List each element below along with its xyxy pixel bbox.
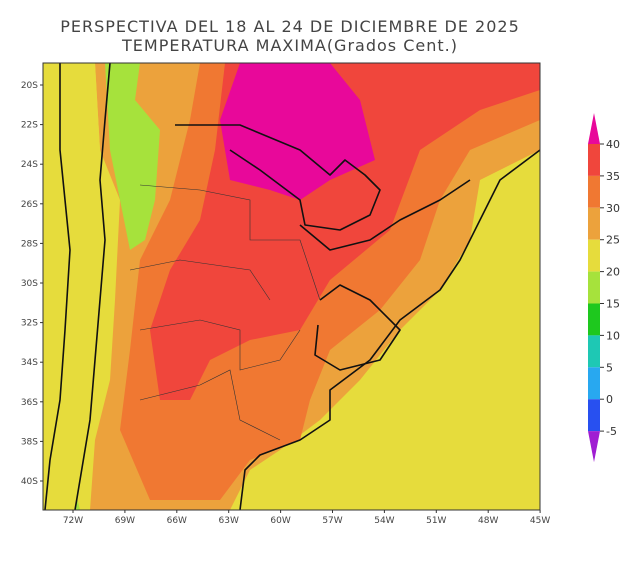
colorbar-label: 25 [606,234,620,247]
colorbar-band [588,144,600,176]
colorbar-band [588,399,600,432]
colorbar-band [588,367,600,400]
map-frame [42,62,541,511]
lon-label: 60W [270,516,290,526]
colorbar-label: 40 [606,138,620,151]
lon-label: 51W [426,516,446,526]
lon-label: 45W [530,516,550,526]
lon-label: 48W [478,516,498,526]
colorbar-band [588,271,600,304]
colorbar-band [588,239,600,272]
temperature-map [43,63,540,510]
lat-label: 32S [21,319,38,329]
lat-label: 26S [21,200,38,210]
lon-label: 57W [322,516,342,526]
lon-label: 54W [374,516,394,526]
colorbar-label: 30 [606,202,620,215]
lat-label: 20S [21,81,38,91]
colorbar-label: 5 [606,361,613,374]
colorbar-arrow [588,431,600,463]
lon-label: 63W [219,516,239,526]
lat-label: 34S [21,358,38,368]
lat-label: 38S [21,437,38,447]
lon-label: 66W [167,516,187,526]
colorbar-band [588,175,600,208]
lat-label: 40S [21,477,38,487]
colorbar-band [588,207,600,240]
lat-label: 22S [21,121,38,131]
colorbar-label: -5 [606,425,617,438]
lon-label: 72W [63,516,83,526]
lon-label: 69W [115,516,135,526]
colorbar-band [588,335,600,368]
colorbar-label: 0 [606,393,613,406]
colorbar-label: 20 [606,266,620,279]
lat-label: 28S [21,239,38,249]
colorbar-label: 15 [606,298,620,311]
title: PERSPECTIVA DEL 18 AL 24 DE DICIEMBRE DE… [60,17,520,36]
lat-label: 30S [21,279,38,289]
lat-label: 36S [21,398,38,408]
colorbar-band [588,303,600,336]
colorbar-label: 35 [606,170,620,183]
colorbar-label: 10 [606,329,620,342]
colorbar-arrow [588,113,600,144]
lat-label: 24S [21,160,38,170]
subtitle: TEMPERATURA MAXIMA(Grados Cent.) [121,36,458,55]
